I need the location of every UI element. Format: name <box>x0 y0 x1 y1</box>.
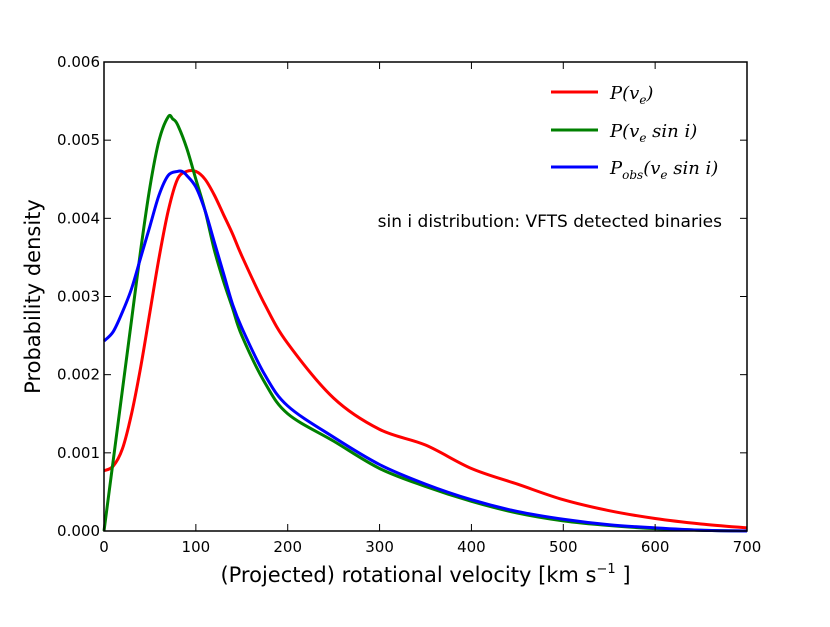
legend-label-0: P(ve) <box>609 83 653 107</box>
ticks-layer: 0 100 200 300 400 500 600 700 0.000 0.001 0.002 0.0… <box>57 53 761 556</box>
x-axis-label: (Projected) rotational velocity [km s−1 … <box>220 562 630 587</box>
series-line-1 <box>102 113 748 533</box>
y-tick-label-4: 0.004 <box>57 209 100 227</box>
y-tick-label-0: 0.000 <box>57 522 100 540</box>
legend: P(ve) P(ve sin i) Pobs(ve sin i) <box>551 83 718 182</box>
x-tick-label-6: 600 <box>641 538 670 556</box>
series-layer <box>102 113 748 533</box>
legend-label-1: P(ve sin i) <box>609 121 697 145</box>
x-tick-label-1: 100 <box>182 538 211 556</box>
x-tick-label-7: 700 <box>733 538 762 556</box>
x-tick-label-4: 400 <box>457 538 486 556</box>
series-line-0 <box>103 168 748 530</box>
x-tick-label-0: 0 <box>99 538 109 556</box>
y-tick-label-5: 0.005 <box>57 131 100 149</box>
y-tick-label-1: 0.001 <box>57 444 100 462</box>
x-tick-label-2: 200 <box>273 538 302 556</box>
series-line-2 <box>102 169 748 533</box>
legend-label-2: Pobs(ve sin i) <box>609 158 718 182</box>
y-tick-label-2: 0.002 <box>57 366 100 384</box>
y-axis-label: Probability density <box>21 199 45 394</box>
annotation-text: sin i distribution: VFTS detected binari… <box>378 212 723 232</box>
x-tick-label-5: 500 <box>549 538 578 556</box>
x-tick-label-3: 300 <box>365 538 394 556</box>
y-tick-label-3: 0.003 <box>57 288 100 306</box>
y-tick-label-6: 0.006 <box>57 53 100 71</box>
